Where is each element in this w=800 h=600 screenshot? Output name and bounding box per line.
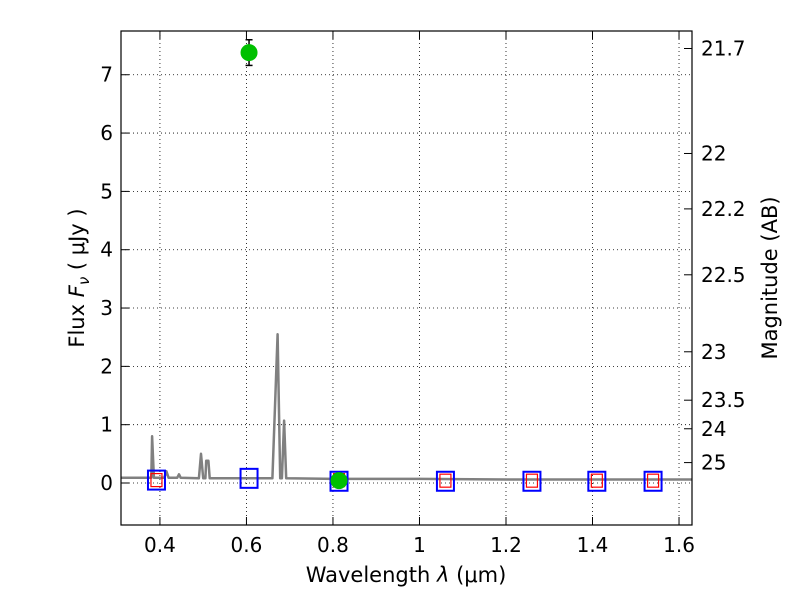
y-tick-label: 1 <box>100 413 113 437</box>
model-spectrum-line <box>121 333 692 481</box>
y-tick-label: 7 <box>100 63 113 87</box>
plot-frame <box>120 30 693 526</box>
x-tick-label: 0.8 <box>317 533 349 557</box>
observed-flux-point <box>240 44 258 62</box>
band-limit-marker <box>239 467 259 489</box>
magnitude-tick-label: 22.2 <box>701 197 746 221</box>
magnitude-tick-label: 22.5 <box>701 263 746 287</box>
x-tick-label: 1.6 <box>663 533 695 557</box>
band-limit-marker <box>587 470 607 492</box>
band-limit-marker <box>146 469 166 491</box>
band-limit-marker <box>643 470 663 492</box>
model-band-flux-marker <box>439 473 452 488</box>
model-band-flux-marker <box>150 472 163 488</box>
x-tick-label: 1.4 <box>577 533 609 557</box>
y-tick-label: 3 <box>100 296 113 320</box>
y-tick-label: 2 <box>100 354 113 378</box>
model-band-flux-marker <box>525 473 539 488</box>
y-tick-label: 4 <box>100 238 113 262</box>
model-band-flux-marker <box>646 473 660 488</box>
band-limit-marker <box>435 470 455 492</box>
x-tick-label: 1.2 <box>490 533 522 557</box>
x-tick-label: 1 <box>413 533 426 557</box>
magnitude-tick-label: 24 <box>701 417 726 441</box>
magnitude-tick-label: 25 <box>701 451 726 475</box>
y-tick-label: 0 <box>100 471 113 495</box>
grid <box>121 31 692 525</box>
y2-axis-label: Magnitude (AB) <box>758 196 782 359</box>
x-tick-label: 0.6 <box>231 533 263 557</box>
magnitude-tick-label: 21.7 <box>701 36 746 60</box>
model-band-flux-marker <box>590 473 603 488</box>
x-tick-label: 0.4 <box>144 533 176 557</box>
y-tick-label: 5 <box>100 179 113 203</box>
magnitude-tick-label: 23 <box>701 340 726 364</box>
axis-ticks: 0.4 0.6 0.8 1 1.2 1.4 1.60123456721.72222.222.… <box>100 31 746 557</box>
y-tick-label: 6 <box>100 121 113 145</box>
observed-flux-point <box>330 472 348 490</box>
x-axis-label: Wavelength λ (μm) <box>306 563 507 587</box>
data-series <box>121 38 692 492</box>
y-axis-label: Flux Fν ( μJy ) <box>65 208 93 347</box>
magnitude-tick-label: 22 <box>701 141 726 165</box>
band-limit-marker <box>329 470 349 492</box>
band-limit-marker <box>522 470 542 492</box>
magnitude-tick-label: 23.5 <box>701 388 746 412</box>
